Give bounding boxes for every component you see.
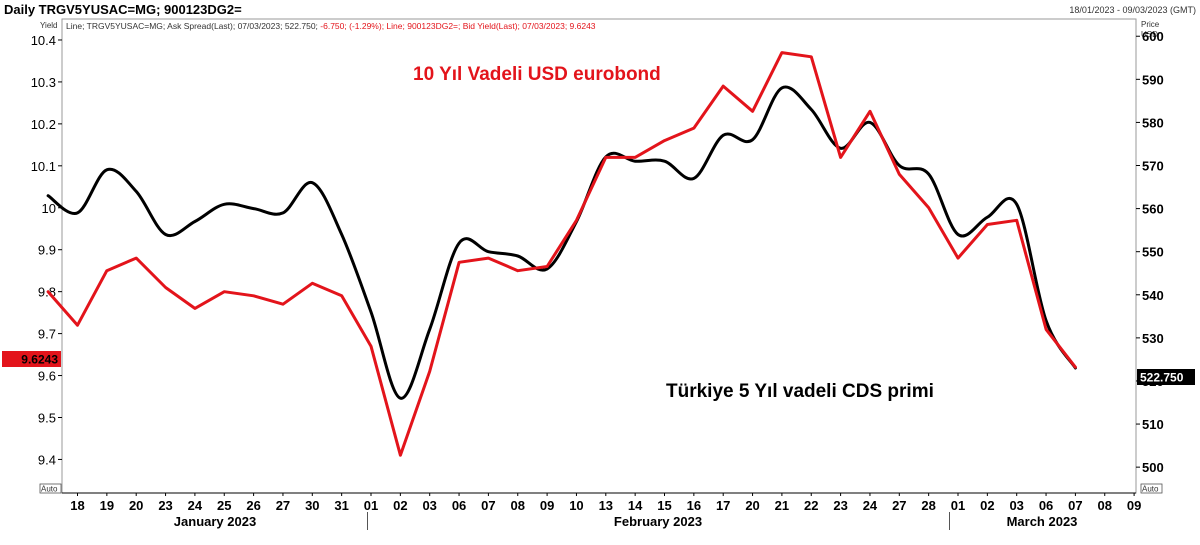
right-axis-label-price: Price: [1141, 20, 1160, 29]
x-tick-label: 28: [921, 498, 935, 513]
left-tick-label: 10.2: [31, 117, 56, 132]
yield-last-value-tag: 9.6243: [2, 351, 61, 367]
right-tick-label: 580: [1142, 115, 1164, 130]
right-tick-label: 500: [1142, 460, 1164, 475]
x-tick-label: 09: [1127, 498, 1141, 513]
month-label: February 2023: [614, 514, 702, 529]
cds-last-value: 522.750: [1140, 371, 1184, 385]
right-axis-ticks: 500510520530540550560570580590600: [1136, 29, 1164, 475]
yield-last-value: 9.6243: [21, 353, 58, 367]
x-tick-label: 02: [980, 498, 994, 513]
x-tick-label: 01: [364, 498, 378, 513]
x-tick-label: 08: [511, 498, 525, 513]
x-tick-label: 07: [1068, 498, 1082, 513]
chart-title: Daily TRGV5YUSAC=MG; 900123DG2=: [4, 2, 242, 17]
x-tick-label: 01: [951, 498, 965, 513]
x-tick-label: 08: [1098, 498, 1112, 513]
left-tick-label: 10.1: [31, 159, 56, 174]
left-tick-label: 9.4: [38, 452, 56, 467]
x-tick-label: 06: [1039, 498, 1053, 513]
right-tick-label: 570: [1142, 159, 1164, 174]
left-tick-label: 10.4: [31, 33, 56, 48]
x-tick-label: 25: [217, 498, 231, 513]
month-label: January 2023: [174, 514, 256, 529]
x-tick-label: 10: [569, 498, 583, 513]
x-tick-label: 30: [305, 498, 319, 513]
x-tick-label: 20: [745, 498, 759, 513]
right-tick-label: 510: [1142, 417, 1164, 432]
x-tick-label: 03: [422, 498, 436, 513]
x-tick-label: 24: [188, 498, 203, 513]
left-auto-box[interactable]: Auto: [39, 483, 62, 494]
right-tick-label: 530: [1142, 331, 1164, 346]
x-tick-label: 07: [481, 498, 495, 513]
x-tick-label: 23: [158, 498, 172, 513]
date-range: 18/01/2023 - 09/03/2023 (GMT): [1069, 5, 1196, 15]
left-tick-label: 10.3: [31, 75, 56, 90]
left-auto-label: Auto: [41, 485, 58, 494]
x-tick-label: 24: [863, 498, 878, 513]
month-label: March 2023: [1007, 514, 1078, 529]
x-tick-label: 19: [100, 498, 114, 513]
right-tick-label: 560: [1142, 202, 1164, 217]
left-tick-label: 9.9: [38, 243, 56, 258]
yield-series-line: [46, 51, 1077, 457]
month-labels: January 2023 February 2023 March 2023: [174, 512, 1078, 530]
x-tick-label: 17: [716, 498, 730, 513]
plot-border: [61, 18, 1137, 494]
x-tick-label: 18: [70, 498, 84, 513]
cds-annotation: Türkiye 5 Yıl vadeli CDS primi: [666, 381, 934, 402]
x-tick-label: 22: [804, 498, 818, 513]
x-tick-label: 09: [540, 498, 554, 513]
right-auto-label: Auto: [1142, 485, 1159, 494]
x-tick-label: 21: [775, 498, 789, 513]
x-tick-label: 02: [393, 498, 407, 513]
left-tick-label: 9.7: [38, 327, 56, 342]
right-axis-label-usd: USD: [1141, 30, 1158, 39]
x-axis-ticks: 18 19 20 23 24 25 26 27 30 31 01 02 03 06 07 08 09 10 13 14…: [70, 493, 1141, 513]
x-tick-label: 20: [129, 498, 143, 513]
cds-series-line: [46, 85, 1077, 400]
left-tick-label: 10: [42, 201, 56, 216]
right-tick-label: 590: [1142, 72, 1164, 87]
legend-line-1: Line; TRGV5YUSAC=MG; Ask Spread(Last); 0…: [66, 21, 596, 31]
eurobond-annotation: 10 Yıl Vadeli USD eurobond: [413, 64, 661, 85]
right-tick-label: 540: [1142, 288, 1164, 303]
x-tick-label: 31: [334, 498, 348, 513]
right-tick-label: 550: [1142, 245, 1164, 260]
x-tick-label: 03: [1009, 498, 1023, 513]
x-tick-label: 27: [892, 498, 906, 513]
x-tick-label: 15: [657, 498, 671, 513]
right-tick-label: 600: [1142, 29, 1164, 44]
x-tick-label: 16: [687, 498, 701, 513]
x-tick-label: 06: [452, 498, 466, 513]
x-tick-label: 26: [246, 498, 260, 513]
left-tick-label: 9.6: [38, 369, 56, 384]
right-auto-box[interactable]: Auto: [1140, 483, 1163, 494]
x-tick-label: 13: [599, 498, 613, 513]
left-axis-label: Yield: [40, 21, 58, 30]
cds-last-value-tag: 522.750: [1137, 369, 1195, 385]
left-tick-label: 9.5: [38, 410, 56, 425]
x-tick-label: 27: [276, 498, 290, 513]
x-tick-label: 14: [628, 498, 643, 513]
x-tick-label: 23: [833, 498, 847, 513]
